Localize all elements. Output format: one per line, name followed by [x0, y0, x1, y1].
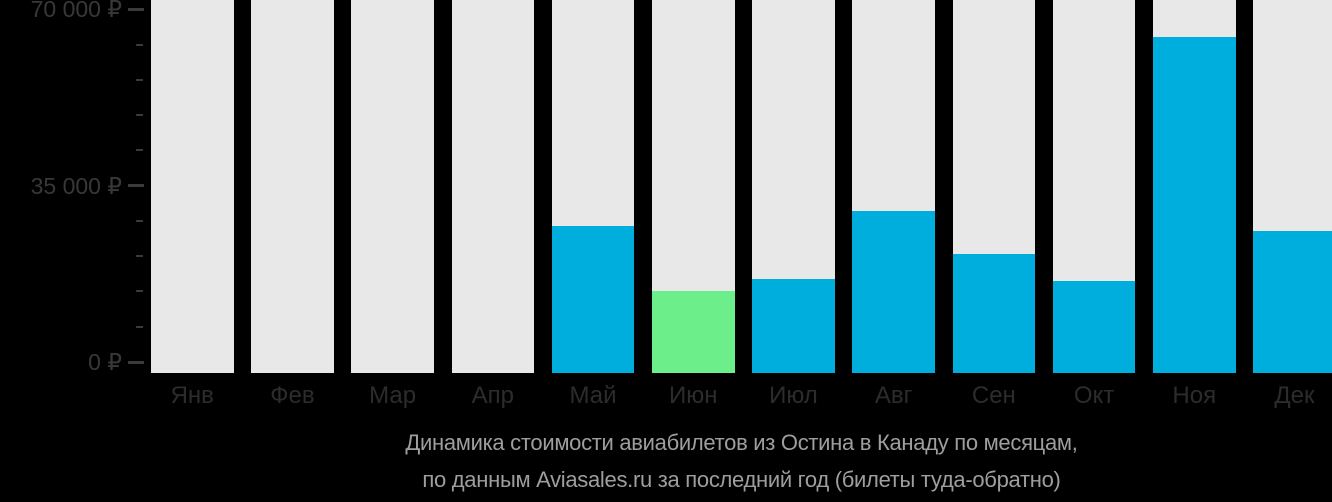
- chart-caption-line2: по данным Aviasales.ru за последний год …: [422, 467, 1061, 492]
- month-label-Июн: Июн: [668, 382, 718, 409]
- y-axis-minor-tick: [136, 255, 143, 258]
- y-axis-minor-tick: [136, 43, 143, 46]
- bar-column-Мар[interactable]: [351, 0, 434, 373]
- month-label-Авг: Авг: [874, 382, 913, 409]
- bar-fill-price: [1052, 281, 1136, 373]
- y-axis-minor-tick: [136, 114, 143, 117]
- bar-column-Авг[interactable]: [852, 0, 935, 373]
- chart-caption: Динамика стоимости авиабилетов из Остина…: [151, 429, 1332, 493]
- y-axis-major-tick: [128, 7, 144, 11]
- y-axis-minor-tick: [136, 325, 143, 328]
- chart-caption-line1: Динамика стоимости авиабилетов из Остина…: [405, 430, 1078, 455]
- bar-background: [251, 0, 334, 373]
- y-axis-label: 70 000 ₽: [30, 0, 122, 23]
- month-label-Янв: Янв: [170, 382, 214, 409]
- bar-fill-min-price: [652, 291, 735, 373]
- bar-column-Ноя[interactable]: [1153, 0, 1236, 373]
- bar-column-Июн[interactable]: [652, 0, 735, 373]
- bar-fill-price: [752, 278, 835, 373]
- y-axis-minor-tick: [136, 290, 143, 293]
- bar-column-Май[interactable]: [551, 0, 635, 373]
- bar-fill-price: [1153, 37, 1236, 373]
- bar-column-Фев[interactable]: [251, 0, 334, 373]
- y-axis-minor-tick: [136, 219, 143, 222]
- bar-column-Окт[interactable]: [1052, 0, 1136, 373]
- bar-column-Июл[interactable]: [752, 0, 835, 373]
- bar-fill-price: [551, 226, 635, 373]
- month-label-Апр: Апр: [471, 382, 515, 409]
- bar-fill-price: [1253, 231, 1332, 373]
- month-label-Сен: Сен: [971, 382, 1016, 409]
- month-label-Мар: Мар: [369, 382, 417, 409]
- bar-column-Янв[interactable]: [151, 0, 234, 373]
- month-label-Дек: Дек: [1274, 382, 1315, 409]
- bar-background: [151, 0, 234, 373]
- y-axis-label: 0 ₽: [88, 349, 122, 375]
- y-axis-label: 35 000 ₽: [30, 172, 122, 199]
- month-label-Ноя: Ноя: [1172, 382, 1217, 409]
- y-axis-minor-tick: [136, 78, 143, 81]
- y-axis-minor-tick: [136, 149, 143, 152]
- month-label-Июл: Июл: [769, 382, 818, 409]
- month-label-Май: Май: [569, 382, 617, 409]
- bar-column-Дек[interactable]: [1253, 0, 1332, 373]
- y-axis-major-tick: [128, 360, 144, 364]
- bar-background: [351, 0, 434, 373]
- bar-column-Сен[interactable]: [952, 0, 1036, 373]
- bar-fill-price: [852, 210, 935, 373]
- y-axis-major-tick: [128, 184, 144, 188]
- bar-column-Апр[interactable]: [451, 0, 535, 373]
- bar-fill-price: [952, 253, 1036, 373]
- month-label-Окт: Окт: [1073, 382, 1115, 409]
- bar-background: [451, 0, 535, 373]
- month-label-Фев: Фев: [270, 382, 315, 409]
